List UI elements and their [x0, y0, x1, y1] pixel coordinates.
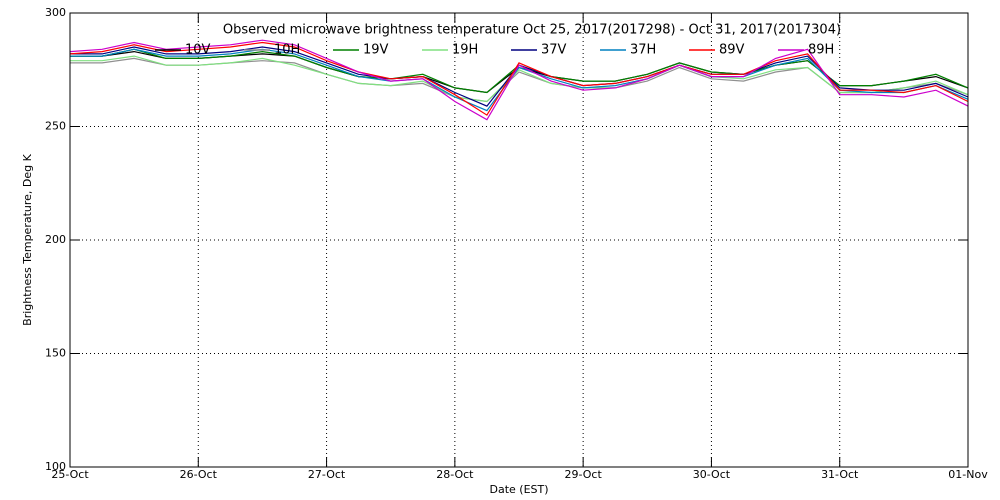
x-tick-label: 27-Oct [308, 468, 346, 481]
y-tick-label: 100 [45, 460, 66, 473]
x-tick-label: 25-Oct [51, 468, 89, 481]
x-axis-label: Date (EST) [489, 483, 548, 496]
x-tick-label: 29-Oct [564, 468, 602, 481]
y-tick-label: 250 [45, 120, 66, 133]
x-tick-label: 01-Nov [948, 468, 988, 481]
chart-title: Observed microwave brightness temperatur… [223, 23, 841, 38]
series-line [69, 39, 969, 121]
legend-label: 19V [363, 43, 389, 58]
x-tick-label: 28-Oct [436, 468, 474, 481]
y-tick-label: 150 [45, 347, 66, 360]
x-tick-label: 31-Oct [821, 468, 859, 481]
legend-label: 89V [719, 43, 745, 58]
legend-label: 10H [274, 43, 300, 58]
x-tick-label: 30-Oct [693, 468, 731, 481]
legend-label: 37H [630, 43, 656, 58]
series-line [70, 48, 969, 112]
legend-label: 19H [452, 43, 478, 58]
plot-frame [69, 12, 969, 468]
series-line [69, 41, 969, 116]
legend-label: 37V [541, 43, 567, 58]
y-tick-label: 300 [45, 6, 66, 19]
series-line [70, 55, 969, 103]
y-tick-label: 200 [45, 233, 66, 246]
legend-label: 89H [808, 43, 834, 58]
legend-label: 10V [185, 43, 211, 58]
x-tick-label: 26-Oct [180, 468, 218, 481]
y-axis-label: Brightness Temperature, Deg K [21, 153, 34, 325]
